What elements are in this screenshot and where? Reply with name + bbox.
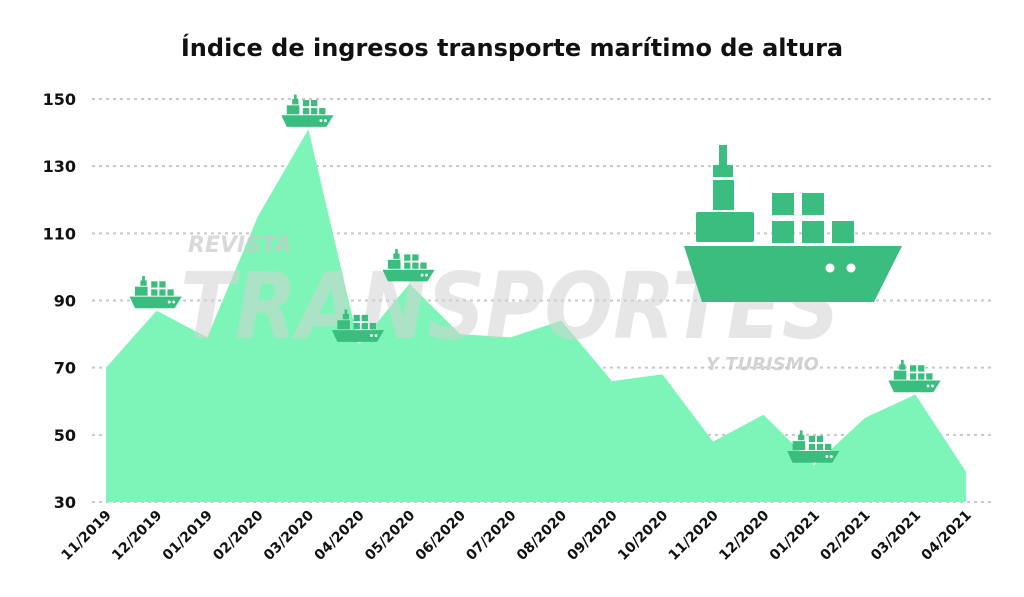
x-tick-label: 02/2020 [210,507,266,563]
x-tick-label: 03/2020 [261,507,317,563]
x-tick-label: 03/2021 [868,508,924,564]
ship-marker-icon [129,275,182,309]
x-tick-label: 06/2020 [413,507,469,563]
y-tick-label: 150 [43,90,76,109]
y-tick-label: 130 [43,157,76,176]
cargo-ship-icon [684,145,902,302]
x-tick-label: 04/2021 [919,508,975,564]
x-tick-label: 12/2020 [716,507,772,563]
x-tick-label: 02/2021 [817,508,873,564]
x-tick-label: 01/2019 [160,508,216,564]
chart-title: Índice de ingresos transporte marítimo d… [180,34,844,62]
x-tick-label: 05/2020 [362,507,418,563]
y-tick-label: 30 [54,493,76,512]
area-fill [106,129,966,502]
x-tick-label: 04/2020 [312,507,368,563]
ship-marker-icon [888,359,941,393]
watermark-sub: Y TURISMO [706,354,819,375]
y-axis-ticks: 150 130 110 90 70 50 30 [43,90,76,512]
x-tick-label: 10/2020 [615,507,671,563]
x-tick-label: 08/2020 [514,507,570,563]
watermark-top: REVISTA [188,233,291,258]
x-tick-label: 09/2020 [564,507,620,563]
x-tick-label: 11/2020 [666,507,722,563]
x-tick-label: 12/2019 [109,508,165,564]
x-tick-label: 07/2020 [463,507,519,563]
area-series [105,129,967,502]
x-tick-label: 01/2021 [767,508,823,564]
y-tick-label: 70 [54,359,76,378]
x-axis-ticks: 11/201912/201901/201902/202003/202004/20… [59,507,975,563]
y-tick-label: 50 [54,426,76,445]
x-tick-label: 11/2019 [59,508,115,564]
y-tick-label: 90 [54,292,76,311]
y-tick-label: 110 [43,224,76,243]
